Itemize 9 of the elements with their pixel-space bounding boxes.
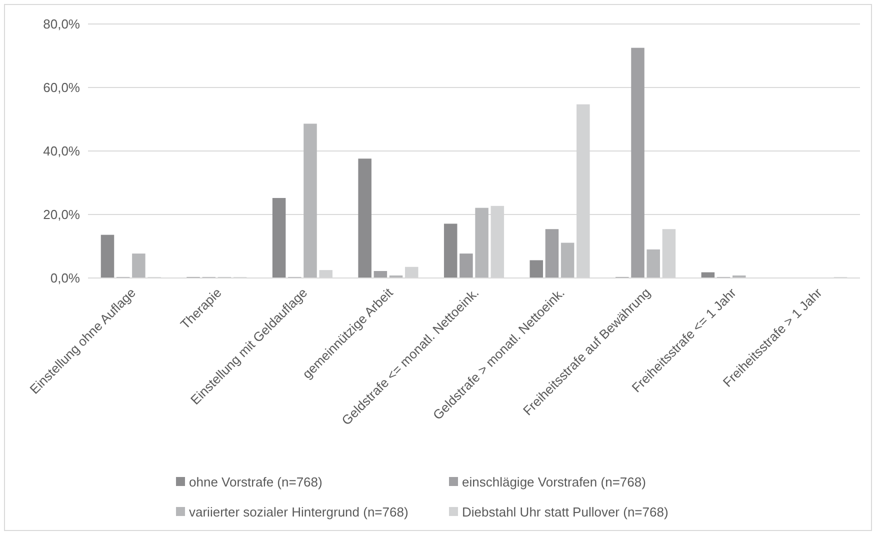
y-tick-label: 40,0% xyxy=(43,144,80,159)
legend-label: Diebstahl Uhr statt Pullover (n=768) xyxy=(462,504,668,520)
y-tick-label: 0,0% xyxy=(50,270,80,286)
y-tick-label: 60,0% xyxy=(43,80,80,96)
legend-label: einschlägige Vorstrafen (n=768) xyxy=(462,474,646,490)
y-tick-label: 20,0% xyxy=(43,207,80,222)
legend-label: ohne Vorstrafe (n=768) xyxy=(189,474,322,490)
legend-label: variierter sozialer Hintergrund (n=768) xyxy=(189,504,408,520)
y-tick-label: 80,0% xyxy=(43,16,80,32)
